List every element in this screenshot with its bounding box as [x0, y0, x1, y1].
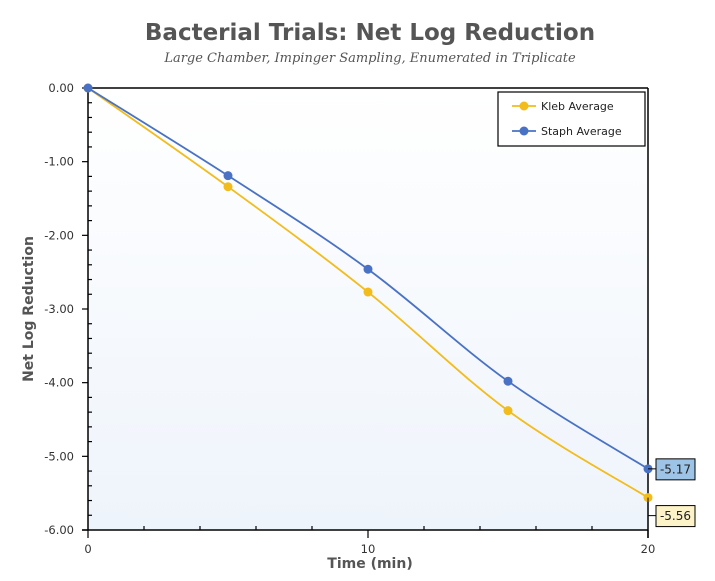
legend-marker: [519, 126, 529, 136]
y-tick-label: -1.00: [44, 155, 74, 169]
data-point: [223, 171, 233, 181]
x-tick-label: 0: [84, 542, 91, 556]
chart-title: Bacterial Trials: Net Log Reduction: [145, 20, 595, 46]
legend-label: Staph Average: [541, 125, 622, 138]
x-axis-label: Time (min): [327, 556, 412, 572]
data-point: [83, 83, 93, 93]
data-point: [503, 376, 513, 386]
y-tick-label: -5.00: [44, 449, 74, 463]
legend-label: Kleb Average: [541, 100, 614, 113]
plot-area: [88, 88, 648, 530]
data-label-leader: [647, 497, 656, 517]
chart-subtitle: Large Chamber, Impinger Sampling, Enumer…: [163, 51, 576, 66]
legend-marker: [519, 101, 529, 111]
y-tick-label: 0.00: [48, 81, 74, 95]
data-label: -5.17: [660, 462, 691, 476]
legend: Kleb Average Staph Average: [497, 91, 646, 147]
x-tick-label: 20: [641, 542, 656, 556]
y-tick-label: -3.00: [44, 302, 74, 316]
y-tick-label: -2.00: [44, 228, 74, 242]
data-point: [363, 287, 373, 297]
series-staph-average: -5.17: [83, 83, 696, 481]
legend-box: [497, 91, 646, 147]
x-tick-label: 10: [361, 542, 376, 556]
data-label: -5.56: [660, 509, 691, 523]
y-tick-label: -4.00: [44, 376, 74, 390]
data-point: [223, 182, 233, 192]
data-point: [363, 264, 373, 274]
data-label-box: [655, 458, 696, 481]
series-kleb-average: -5.56: [83, 83, 696, 528]
data-label-box: [655, 505, 696, 528]
y-axis-label: Net Log Reduction: [21, 236, 37, 382]
y-tick-label: -6.00: [44, 523, 74, 537]
data-point: [503, 406, 513, 416]
